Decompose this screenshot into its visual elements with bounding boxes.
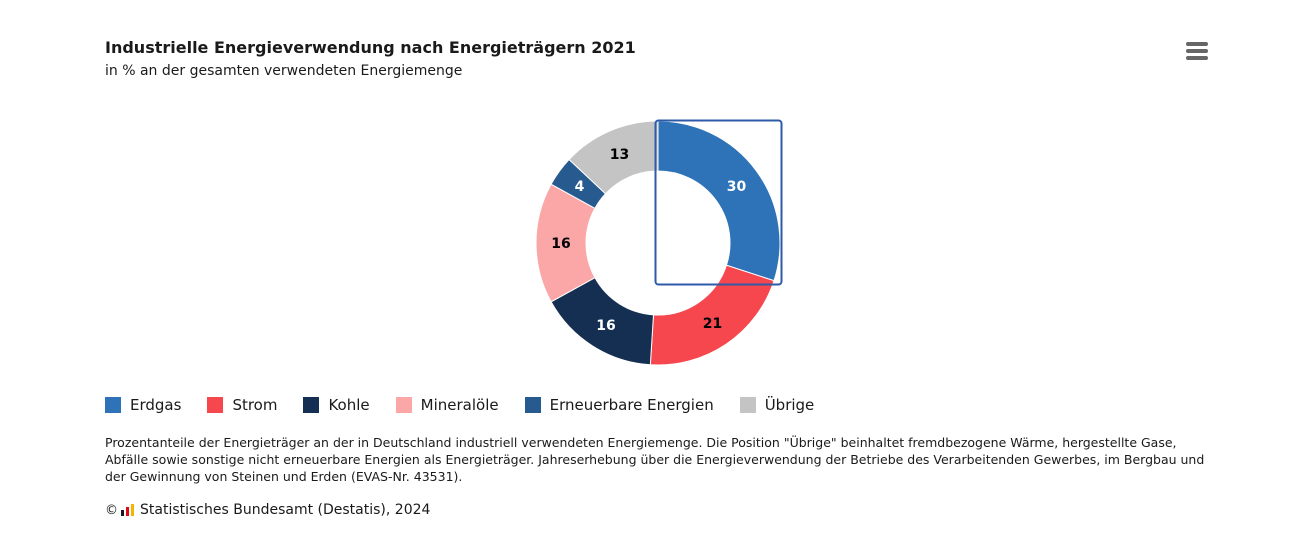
donut-slices: [535, 120, 781, 366]
legend-label: Mineralöle: [420, 396, 499, 414]
chart-title: Industrielle Energieverwendung nach Ener…: [105, 38, 636, 57]
slice-strom[interactable]: [649, 264, 775, 366]
legend-item-strom[interactable]: Strom: [207, 396, 277, 414]
slice-label-kohle: 16: [596, 318, 615, 334]
slice-erdgas[interactable]: [657, 120, 781, 282]
source-text: Statistisches Bundesamt (Destatis), 2024: [140, 502, 431, 518]
hamburger-menu-icon[interactable]: [1186, 41, 1208, 61]
slice-label-mineraloele: 16: [551, 236, 570, 252]
footnote: Prozentanteile der Energieträger an der …: [105, 435, 1205, 484]
source-line: © Statistisches Bundesamt (Destatis), 20…: [105, 502, 430, 518]
legend-swatch: [207, 397, 224, 413]
destatis-logo-icon: [121, 504, 135, 516]
legend-swatch: [739, 397, 756, 413]
highlight-box: [654, 119, 783, 286]
chart-subtitle: in % an der gesamten verwendeten Energie…: [105, 63, 463, 79]
legend-label: Übrige: [764, 396, 815, 414]
legend-swatch: [303, 397, 320, 413]
legend-swatch: [524, 397, 541, 413]
legend-item-erneuerbare-energien[interactable]: Erneuerbare Energien: [524, 396, 714, 414]
legend-label: Strom: [232, 396, 278, 414]
legend-item-mineraloele[interactable]: Mineralöle: [395, 396, 499, 414]
legend-swatch: [105, 397, 121, 413]
legend: Erdgas Strom Kohle Mineralöle Erneuerbare En…: [105, 396, 840, 414]
slice-label-erdgas: 30: [727, 179, 747, 195]
legend-item-uebrige[interactable]: Übrige: [739, 396, 815, 414]
donut-slice-labels: 30 21 16 16 4 13: [551, 147, 746, 334]
legend-label: Erdgas: [130, 396, 182, 414]
legend-item-erdgas[interactable]: Erdgas: [105, 396, 181, 414]
legend-item-kohle[interactable]: Kohle: [303, 396, 370, 414]
slice-label-uebrige: 13: [610, 147, 629, 163]
slice-label-erneuerbare-energien: 4: [575, 179, 585, 195]
copyright-icon: ©: [105, 502, 118, 518]
legend-label: Erneuerbare Energien: [549, 396, 714, 414]
slice-label-strom: 21: [703, 316, 722, 332]
legend-swatch: [395, 397, 412, 413]
legend-label: Kohle: [328, 396, 370, 414]
